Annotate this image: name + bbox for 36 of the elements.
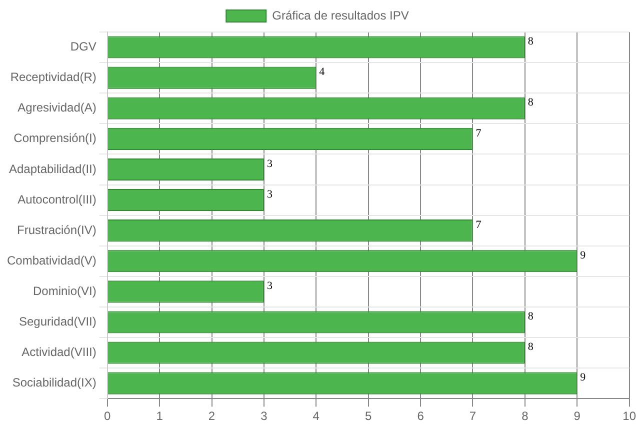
y-tick-label: Adaptabilidad(II) — [8, 162, 96, 176]
x-tick-label: 9 — [574, 409, 581, 424]
x-tick-label: 7 — [469, 409, 476, 424]
y-tick-label: Autocontrol(III) — [18, 192, 96, 206]
y-tick-label: Combatividad(V) — [6, 253, 96, 268]
y-tick-label: Frustración(IV) — [17, 222, 96, 237]
data-label: 7 — [476, 218, 482, 231]
y-tick-label: Dominio(VI) — [33, 284, 96, 298]
legend-label: Gráfica de resultados IPV — [272, 8, 409, 22]
data-label: 8 — [528, 341, 534, 354]
y-tick-label: Sociabilidad(IX) — [12, 376, 96, 390]
data-label: 7 — [476, 127, 482, 140]
x-tick-label: 5 — [365, 409, 372, 424]
data-label: 3 — [266, 280, 273, 292]
x-tick-label: 1 — [156, 409, 164, 424]
x-tick-label: 4 — [312, 409, 320, 424]
y-tick-label: Actividad(VIII) — [22, 345, 96, 360]
data-label: 3 — [266, 188, 273, 200]
data-label: 3 — [266, 158, 273, 170]
y-tick-label: Receptividad(R) — [10, 70, 96, 84]
y-tick-label: Agresividad(A) — [18, 100, 96, 115]
data-label: 8 — [528, 96, 534, 109]
x-tick-label: 10 — [622, 409, 636, 424]
x-tick-label: 3 — [260, 409, 268, 424]
y-tick-label: Seguridad(VII) — [18, 314, 96, 329]
data-label: 8 — [528, 36, 534, 48]
data-label: 9 — [580, 249, 586, 262]
x-tick-label: 0 — [104, 409, 112, 424]
y-tick-label: Comprensión(I) — [14, 131, 96, 146]
x-tick-label: 8 — [522, 409, 529, 424]
data-label: 4 — [319, 66, 326, 78]
y-tick-label: DGV — [70, 40, 96, 54]
data-label: 9 — [580, 372, 586, 384]
data-label: 8 — [528, 310, 534, 323]
x-tick-label: 2 — [208, 409, 216, 424]
x-tick-label: 6 — [417, 409, 424, 424]
